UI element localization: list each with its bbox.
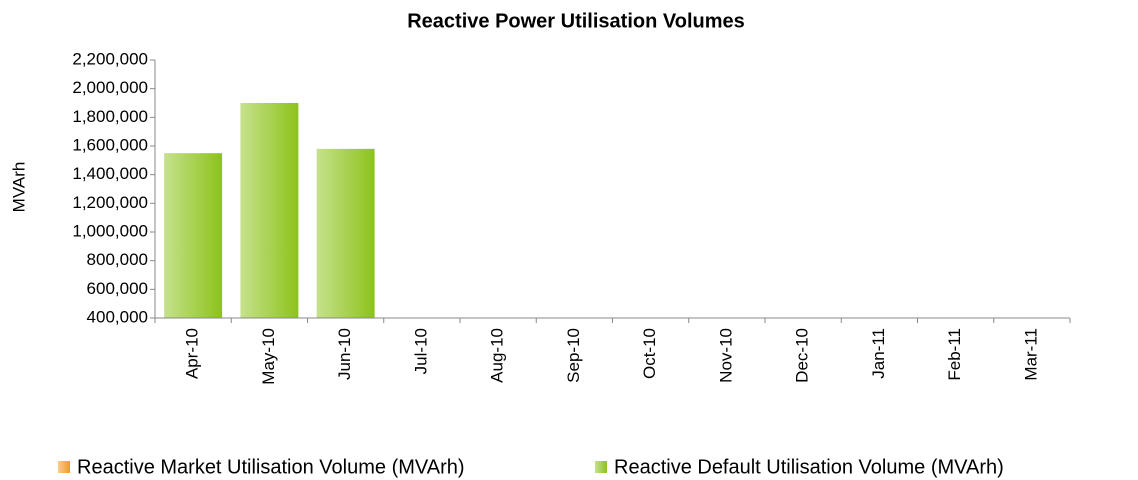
y-axis-label: MVArh [9,162,28,213]
bar [316,148,375,318]
x-tick-label: Jun-10 [335,328,354,380]
y-tick-label: 600,000 [87,279,148,298]
x-tick-label: Aug-10 [488,328,507,383]
x-tick-label: Dec-10 [793,328,812,383]
y-tick-label: 2,200,000 [72,49,148,68]
bar [164,153,223,318]
chart-title: Reactive Power Utilisation Volumes [407,10,745,32]
y-tick-label: 1,000,000 [72,221,148,240]
y-tick-label: 1,200,000 [72,193,148,212]
x-tick-label: Jul-10 [411,328,430,374]
legend-swatch [595,461,607,473]
y-tick-label: 2,000,000 [72,78,148,97]
y-tick-label: 1,800,000 [72,107,148,126]
x-tick-label: Jan-11 [869,328,888,379]
x-tick-label: Apr-10 [183,328,202,379]
x-tick-label: Sep-10 [564,328,583,383]
y-tick-label: 800,000 [87,250,148,269]
legend-label: Reactive Market Utilisation Volume (MVAr… [77,456,465,478]
y-tick-label: 1,400,000 [72,164,148,183]
bar [240,103,299,318]
legend-swatch [58,461,70,473]
legend-label: Reactive Default Utilisation Volume (MVA… [614,456,1004,478]
y-tick-label: 400,000 [87,307,148,326]
x-tick-label: Oct-10 [640,328,659,379]
x-tick-label: May-10 [259,328,278,385]
x-tick-label: Feb-11 [945,328,964,381]
x-tick-label: Mar-11 [1021,328,1040,381]
y-tick-label: 1,600,000 [72,135,148,154]
x-tick-label: Nov-10 [716,328,735,383]
